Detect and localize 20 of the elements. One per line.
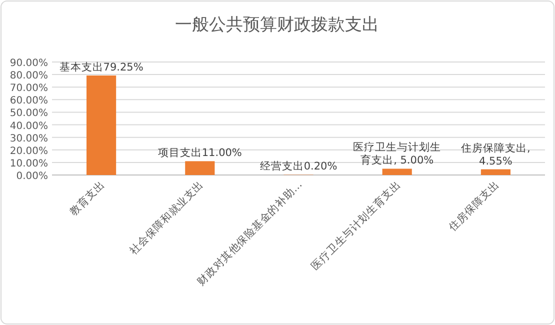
y-tick-label: 60.00% [10, 96, 48, 107]
y-tick-label: 30.00% [10, 133, 48, 144]
x-tick-label: 住房保障支出 [446, 178, 502, 234]
data-label: 经营支出0.20% [260, 160, 338, 173]
y-tick-label: 0.00% [16, 171, 48, 182]
y-tick-label: 90.00% [10, 58, 48, 69]
y-tick-label: 20.00% [10, 146, 48, 157]
title: 一般公共预算财政拨款支出 [175, 15, 379, 35]
x-tick-label: 医疗卫生与计划生育支出 [308, 178, 404, 273]
x-tick-label: 教育支出 [67, 178, 108, 218]
y-tick-label: 10.00% [10, 158, 48, 170]
x-tick-label: 社会保障和就业支出 [126, 178, 206, 258]
y-tick-label: 40.00% [10, 120, 48, 132]
y-tick-label: 80.00% [10, 70, 48, 82]
data-label: 住房保障支出, 4.55% [461, 141, 530, 168]
data-label: 医疗卫生与计划生育支出, 5.00% [353, 140, 442, 167]
y-tick-label: 50.00% [10, 108, 48, 120]
y-tick-label: 70.00% [10, 83, 48, 94]
data-label: 基本支出79.25% [59, 60, 144, 74]
data-label: 项目支出11.00% [158, 146, 242, 160]
